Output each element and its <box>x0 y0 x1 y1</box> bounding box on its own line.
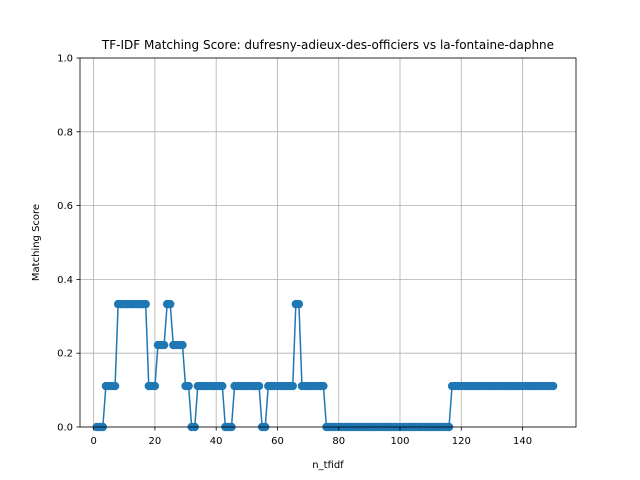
data-point <box>254 381 264 391</box>
data-point <box>319 381 328 391</box>
plot-frame <box>79 57 577 428</box>
data-point <box>159 340 169 350</box>
plot-area <box>80 58 576 427</box>
x-tick-label: 0 <box>90 436 96 447</box>
axes-spines <box>79 57 577 428</box>
x-tick-label: 60 <box>271 436 284 447</box>
y-tick-label: 0.6 <box>57 201 73 212</box>
x-axis-label: n_tfidf <box>312 460 344 471</box>
x-tick-label: 80 <box>332 436 345 447</box>
y-tick-label: 0.8 <box>57 127 73 138</box>
x-tick-label: 140 <box>513 436 532 447</box>
x-tick-label: 40 <box>210 436 223 447</box>
series-layer <box>92 299 558 432</box>
data-point <box>184 381 193 391</box>
x-tick-label: 120 <box>452 436 471 447</box>
data-point <box>166 299 175 309</box>
data-point <box>150 381 160 391</box>
y-tick-label: 0.2 <box>57 349 73 360</box>
data-point <box>218 381 227 391</box>
y-axis-label: Matching Score <box>31 204 42 281</box>
tick-layer: 0 20 40 60 80 100 120 140 0.0 0.2 0.4 0.6 0.8 1.0 <box>57 54 532 448</box>
data-point <box>178 340 187 350</box>
data-point <box>288 381 297 391</box>
data-point <box>141 299 150 309</box>
y-tick-label: 1.0 <box>57 54 73 65</box>
data-point <box>294 299 304 309</box>
y-tick-label: 0.0 <box>57 423 73 434</box>
data-point <box>110 381 120 391</box>
x-tick-label: 20 <box>149 436 162 447</box>
y-tick-label: 0.4 <box>57 275 73 286</box>
data-point <box>548 381 558 391</box>
chart-title: TF-IDF Matching Score: dufresny-adieux-d… <box>101 38 554 52</box>
x-tick-label: 100 <box>390 436 409 447</box>
